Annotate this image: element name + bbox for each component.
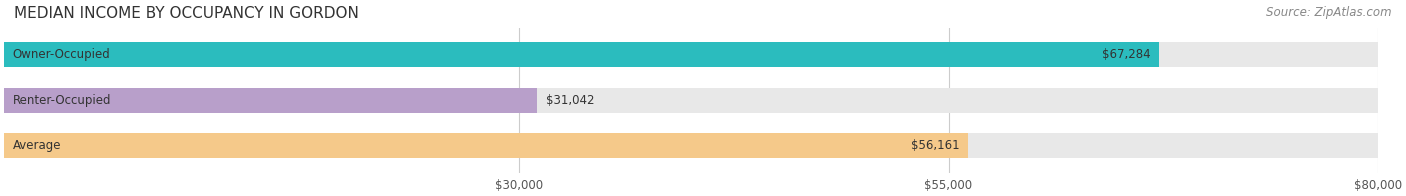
Text: Owner-Occupied: Owner-Occupied bbox=[13, 48, 111, 62]
Bar bbox=[4, 88, 1378, 113]
Bar bbox=[4, 133, 969, 159]
Text: $31,042: $31,042 bbox=[546, 94, 595, 107]
Bar bbox=[4, 43, 1378, 67]
Text: Source: ZipAtlas.com: Source: ZipAtlas.com bbox=[1267, 6, 1392, 19]
Text: Renter-Occupied: Renter-Occupied bbox=[13, 94, 111, 107]
Text: $67,284: $67,284 bbox=[1102, 48, 1152, 62]
Bar bbox=[4, 133, 1378, 159]
Bar bbox=[4, 43, 1160, 67]
Text: $56,161: $56,161 bbox=[911, 140, 960, 152]
Text: Average: Average bbox=[13, 140, 62, 152]
Text: MEDIAN INCOME BY OCCUPANCY IN GORDON: MEDIAN INCOME BY OCCUPANCY IN GORDON bbox=[14, 6, 359, 21]
Bar bbox=[4, 88, 537, 113]
